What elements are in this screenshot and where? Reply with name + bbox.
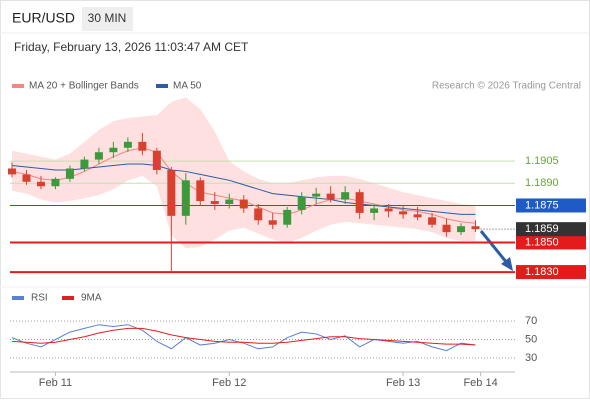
- candle-body: [22, 174, 31, 182]
- level-label: 1.1850: [525, 236, 559, 248]
- candle-body: [268, 220, 277, 225]
- candle-body: [384, 208, 393, 212]
- candle-body: [370, 208, 379, 213]
- candle-body: [312, 193, 321, 197]
- copyright: Research © 2026 Trading Central: [432, 81, 581, 92]
- candle-body: [283, 209, 292, 225]
- candle-body: [399, 211, 408, 215]
- x-tick-label: Feb 13: [386, 377, 420, 389]
- candle-body: [8, 168, 16, 175]
- level-label: 1.1875: [525, 199, 559, 211]
- legend-swatch: [12, 296, 24, 300]
- symbol: EUR/USD: [12, 10, 75, 26]
- candle-body: [471, 226, 480, 230]
- current-price-box: [516, 222, 586, 237]
- candle-body: [355, 192, 364, 213]
- forecast-arrow: [479, 230, 509, 264]
- candle-body: [109, 147, 118, 153]
- candle-body: [123, 141, 132, 148]
- legend-swatch: [12, 84, 24, 88]
- legend-label: 9MA: [81, 293, 102, 304]
- legend-label: RSI: [31, 293, 48, 304]
- candle-body: [94, 152, 103, 160]
- rsi-tick-label: 30: [525, 352, 537, 364]
- legend-label: MA 50: [173, 81, 202, 92]
- candle-body: [196, 180, 205, 202]
- timeframe[interactable]: 30 MIN: [88, 11, 127, 25]
- candle-body: [65, 168, 74, 179]
- x-tick-label: Feb 12: [212, 377, 246, 389]
- legend-swatch: [62, 296, 74, 300]
- candle-body: [297, 196, 306, 210]
- candle-body: [36, 181, 45, 187]
- candle-body: [442, 224, 451, 233]
- x-tick-label: Feb 11: [39, 377, 72, 389]
- level-label: 1.1890: [525, 177, 559, 189]
- candle-body: [80, 159, 89, 169]
- legend-label: MA 20 + Bollinger Bands: [29, 81, 139, 92]
- rsi-tick-label: 70: [525, 315, 537, 327]
- level-label: 1.1830: [525, 266, 559, 278]
- level-label-box: [516, 265, 586, 280]
- rsi-tick-label: 50: [525, 333, 537, 345]
- candle-body: [167, 169, 176, 216]
- forecast-arrowhead: [501, 257, 513, 271]
- x-tick-label: Feb 14: [463, 377, 497, 389]
- level-label-box: [516, 198, 586, 213]
- candle-body: [341, 192, 350, 200]
- rsi-line: [11, 324, 476, 352]
- timestamp: Friday, February 13, 2026 11:03:47 AM CE…: [14, 40, 249, 54]
- candle-body: [457, 226, 466, 233]
- current-price-label: 1.1859: [525, 223, 559, 235]
- level-label-box: [516, 235, 586, 250]
- candle-body: [413, 214, 422, 218]
- candle-body: [138, 141, 147, 151]
- candle-body: [152, 150, 161, 170]
- candle-body: [225, 199, 234, 204]
- timeframe-box[interactable]: [82, 7, 133, 31]
- ma-line: [11, 163, 476, 215]
- candle-body: [428, 217, 437, 225]
- candle-body: [326, 193, 335, 200]
- rsi-line: [11, 327, 476, 346]
- candle-body: [181, 180, 190, 216]
- candle-body: [210, 201, 219, 204]
- candle-body: [239, 199, 248, 209]
- candle-body: [254, 208, 263, 221]
- candle-body: [51, 178, 60, 187]
- level-label: 1.1905: [525, 155, 559, 167]
- legend-swatch: [156, 84, 168, 88]
